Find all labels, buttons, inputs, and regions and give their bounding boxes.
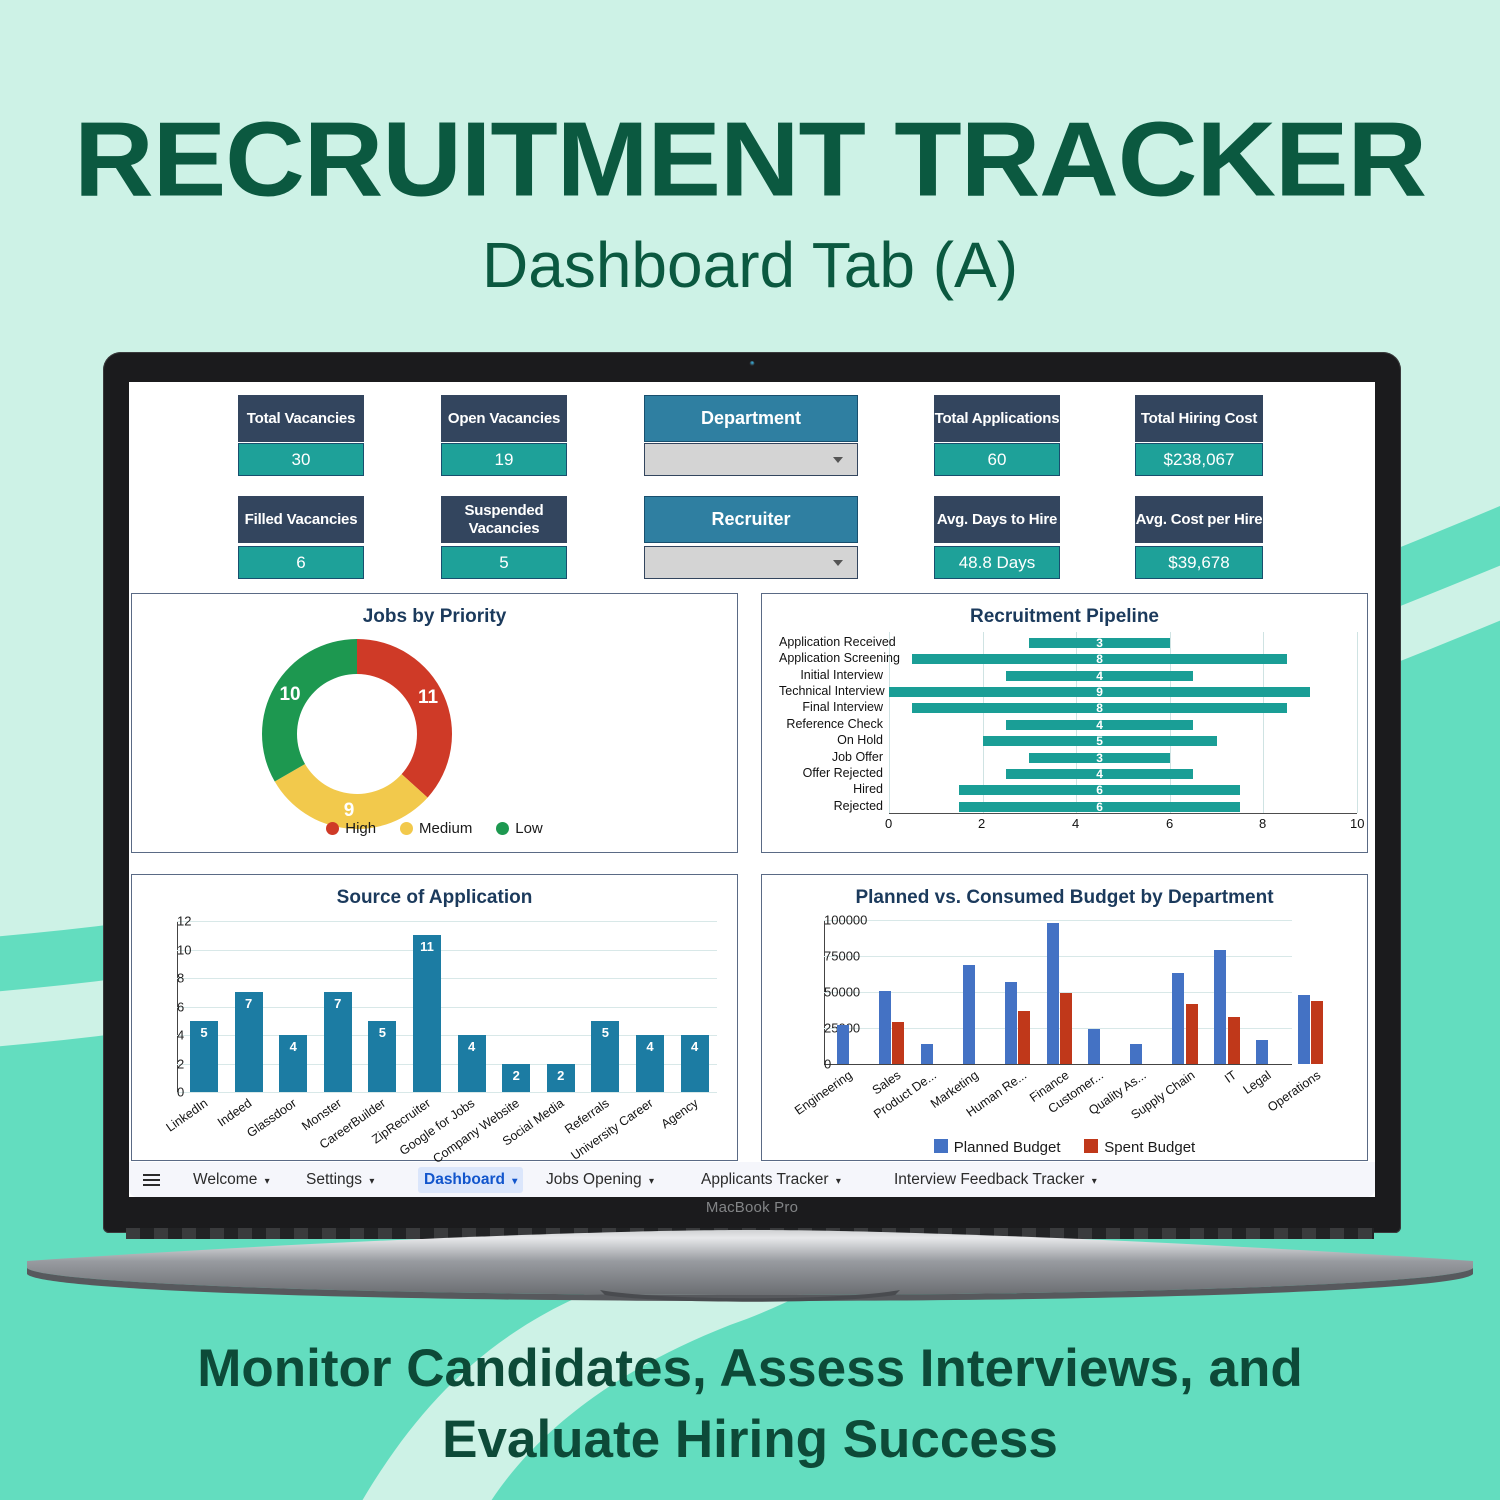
svg-text:11: 11 (418, 687, 439, 708)
svg-text:10: 10 (279, 684, 300, 705)
svg-text:9: 9 (344, 800, 355, 821)
